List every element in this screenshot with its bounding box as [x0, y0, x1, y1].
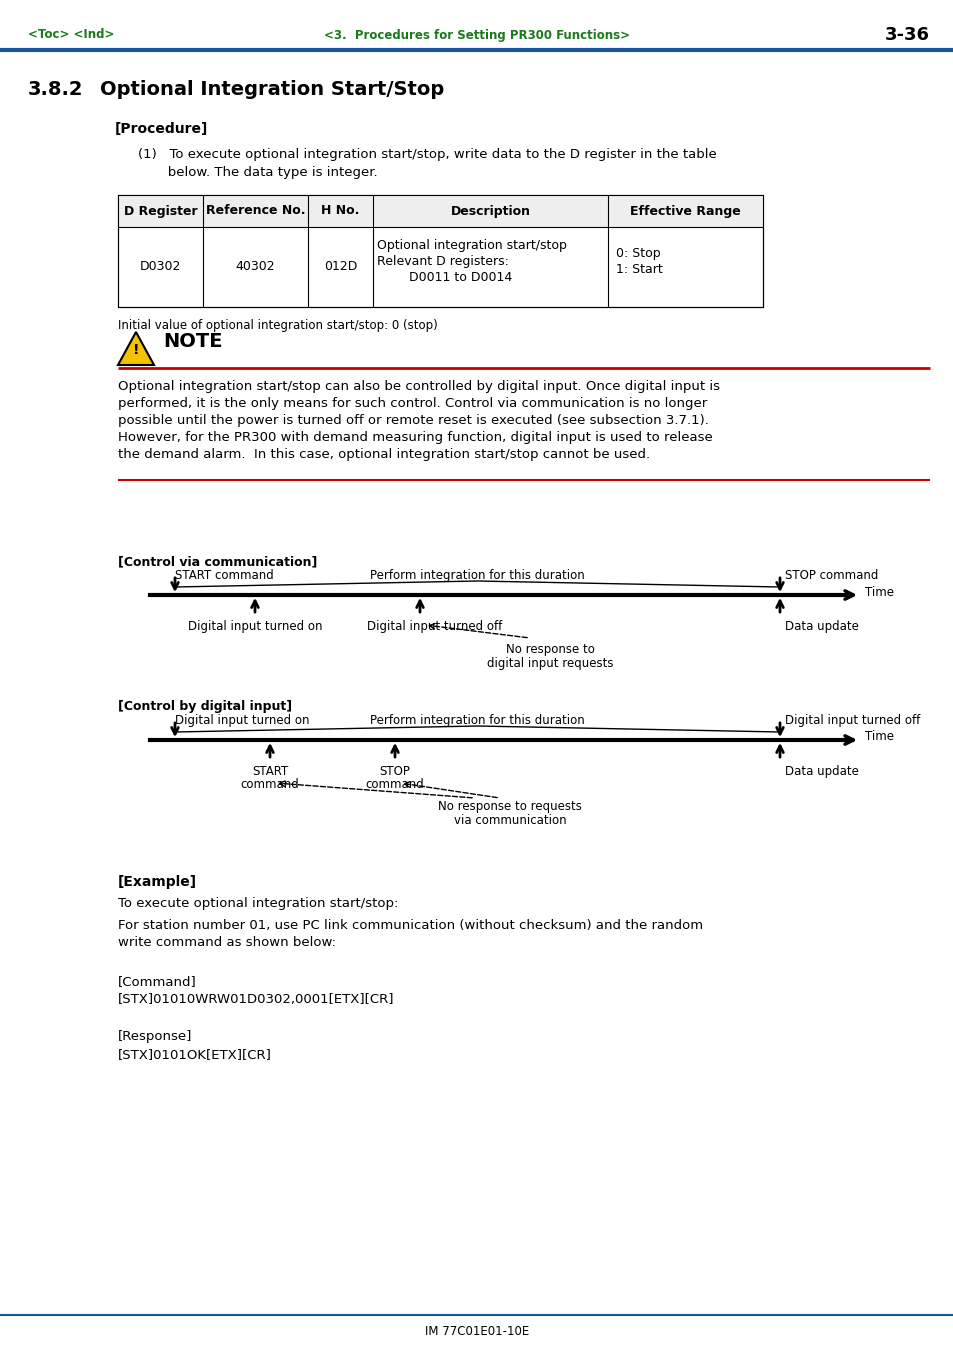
Text: write command as shown below:: write command as shown below: [118, 936, 335, 948]
Text: Description: Description [450, 204, 530, 218]
Polygon shape [118, 332, 153, 365]
Text: !: ! [132, 343, 139, 357]
Text: Perform integration for this duration: Perform integration for this duration [370, 713, 584, 727]
Text: Initial value of optional integration start/stop: 0 (stop): Initial value of optional integration st… [118, 319, 437, 332]
Text: D Register: D Register [124, 204, 197, 218]
Text: [STX]01010WRW01D0302,0001[ETX][CR]: [STX]01010WRW01D0302,0001[ETX][CR] [118, 993, 395, 1006]
Text: Digital input turned off: Digital input turned off [367, 620, 502, 634]
Bar [118, 195, 762, 307]
Text: START command: START command [174, 569, 274, 582]
Text: STOP command: STOP command [784, 569, 878, 582]
Text: Optional integration start/stop can also be controlled by digital input. Once di: Optional integration start/stop can also… [118, 380, 720, 393]
Text: [Procedure]: [Procedure] [115, 122, 208, 136]
Text: [Control by digital input]: [Control by digital input] [118, 700, 292, 713]
Text: Digital input turned on: Digital input turned on [188, 620, 322, 634]
Text: [Command]: [Command] [118, 975, 196, 988]
Text: For station number 01, use PC link communication (without checksum) and the rand: For station number 01, use PC link commu… [118, 919, 702, 932]
Text: 0: Stop: 0: Stop [616, 247, 659, 259]
Text: <Toc> <Ind>: <Toc> <Ind> [28, 28, 114, 42]
Text: [Response]: [Response] [118, 1029, 193, 1043]
Text: 40302: 40302 [235, 261, 275, 273]
Text: Digital input turned off: Digital input turned off [784, 713, 920, 727]
Text: Optional integration start/stop: Optional integration start/stop [376, 239, 566, 253]
Text: Optional Integration Start/Stop: Optional Integration Start/Stop [100, 80, 444, 99]
Text: D0011 to D0014: D0011 to D0014 [376, 272, 512, 284]
Text: [Example]: [Example] [118, 875, 197, 889]
Text: No response to requests: No response to requests [437, 800, 581, 813]
Text: 3-36: 3-36 [884, 26, 929, 45]
Text: 3.8.2: 3.8.2 [28, 80, 84, 99]
Text: Time: Time [864, 585, 893, 598]
Text: the demand alarm.  In this case, optional integration start/stop cannot be used.: the demand alarm. In this case, optional… [118, 449, 649, 461]
Text: Effective Range: Effective Range [630, 204, 740, 218]
Text: performed, it is the only means for such control. Control via communication is n: performed, it is the only means for such… [118, 397, 706, 409]
Text: IM 77C01E01-10E: IM 77C01E01-10E [424, 1325, 529, 1337]
Text: command: command [365, 778, 424, 790]
Text: Time: Time [864, 731, 893, 743]
Text: via communication: via communication [454, 815, 566, 827]
Text: STOP: STOP [379, 765, 410, 778]
Text: below. The data type is integer.: below. The data type is integer. [138, 166, 377, 178]
Text: Data update: Data update [784, 620, 858, 634]
Text: Perform integration for this duration: Perform integration for this duration [370, 569, 584, 582]
Text: Digital input turned on: Digital input turned on [174, 713, 309, 727]
Text: 1: Start: 1: Start [616, 263, 662, 276]
Text: H No.: H No. [321, 204, 359, 218]
Text: digital input requests: digital input requests [486, 657, 613, 670]
Text: [Control via communication]: [Control via communication] [118, 555, 317, 567]
Text: D0302: D0302 [140, 261, 181, 273]
Text: Data update: Data update [784, 765, 858, 778]
Text: START: START [252, 765, 288, 778]
Text: Relevant D registers:: Relevant D registers: [376, 255, 508, 267]
Text: 012D: 012D [323, 261, 356, 273]
Text: [STX]0101OK[ETX][CR]: [STX]0101OK[ETX][CR] [118, 1048, 272, 1061]
Text: Reference No.: Reference No. [206, 204, 305, 218]
Bar [118, 195, 762, 227]
Text: However, for the PR300 with demand measuring function, digital input is used to : However, for the PR300 with demand measu… [118, 431, 712, 444]
Text: possible until the power is turned off or remote reset is executed (see subsecti: possible until the power is turned off o… [118, 413, 708, 427]
Text: command: command [240, 778, 299, 790]
Text: NOTE: NOTE [163, 332, 222, 351]
Text: <3.  Procedures for Setting PR300 Functions>: <3. Procedures for Setting PR300 Functio… [324, 28, 629, 42]
Text: To execute optional integration start/stop:: To execute optional integration start/st… [118, 897, 398, 911]
Text: No response to: No response to [505, 643, 594, 657]
Text: (1)   To execute optional integration start/stop, write data to the D register i: (1) To execute optional integration star… [138, 149, 716, 161]
